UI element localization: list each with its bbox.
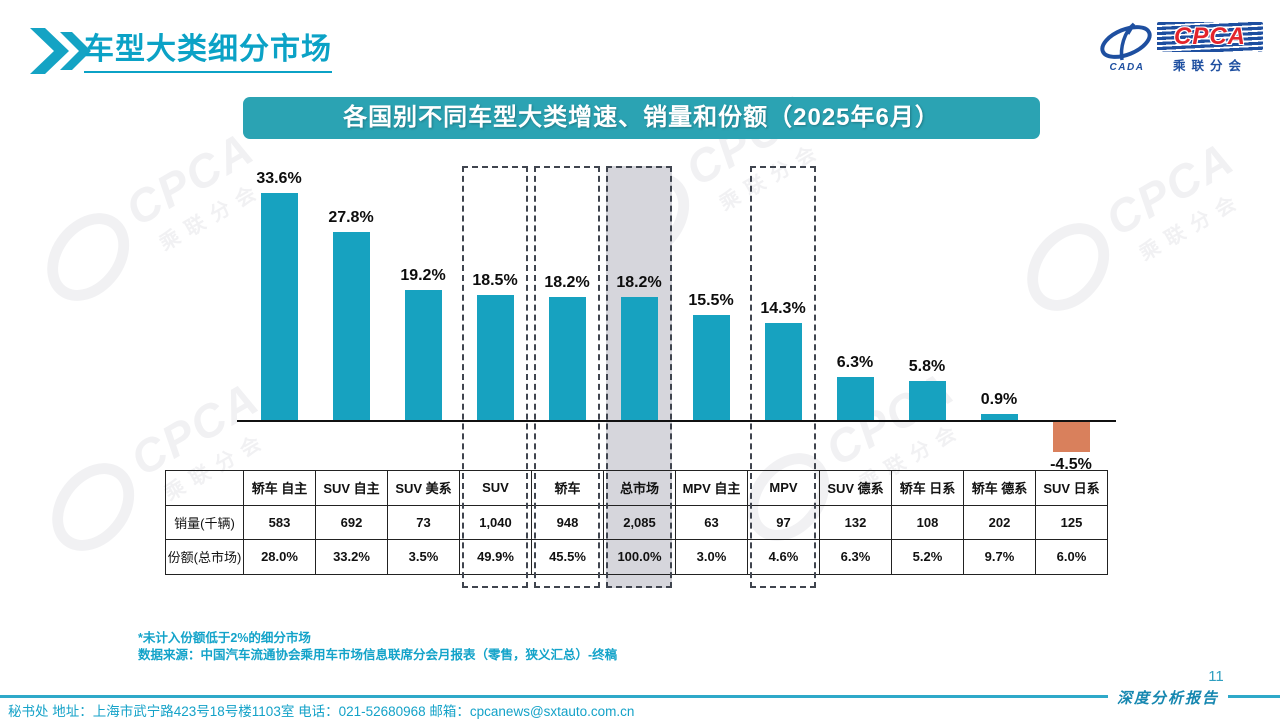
- table-cell: 5.2%: [891, 539, 964, 575]
- watermark-text: CPCA: [116, 121, 263, 236]
- table-header-轿车 自主: 轿车 自主: [243, 470, 316, 506]
- table-cell: 45.5%: [531, 539, 604, 575]
- bar-value-label: 15.5%: [688, 292, 734, 309]
- footer-contact-info: 秘书处 地址：上海市武宁路423号18号楼1103室 电话：021-526809…: [8, 704, 635, 719]
- table-cell: 97: [747, 504, 820, 540]
- bar-MPV 自主: [693, 315, 730, 420]
- bar-value-label: 5.8%: [908, 358, 946, 375]
- table-corner-cell: [165, 470, 244, 506]
- bar-SUV 日系: [1053, 422, 1090, 452]
- bar-MPV: [765, 323, 802, 420]
- table-header-轿车 德系: 轿车 德系: [963, 470, 1036, 506]
- data-table: 轿车 自主 SUV 自主 SUV 美系 SUV 轿车 总市场 MPV 自主 MPV SUV 德系…: [165, 470, 1108, 575]
- bar-value-label: 14.3%: [760, 300, 806, 317]
- watermark-text: CPCA: [1096, 131, 1243, 246]
- bar-SUV 德系: [837, 377, 874, 420]
- footnotes: *未计入份额低于2%的细分市场 数据来源：中国汽车流通协会乘用车市场信息联席分会…: [138, 630, 617, 664]
- table-header-MPV 自主: MPV 自主: [675, 470, 748, 506]
- table-header-SUV 德系: SUV 德系: [819, 470, 892, 506]
- table-cell: 132: [819, 504, 892, 540]
- table-cell: 1,040: [459, 504, 532, 540]
- cpca-oval-watermark-icon: [1010, 206, 1126, 327]
- cpca-oval-watermark-icon: [30, 196, 146, 317]
- table-cell: 6.3%: [819, 539, 892, 575]
- table-header-轿车: 轿车: [531, 470, 604, 506]
- table-cell: 948: [531, 504, 604, 540]
- report-type-label: 深度分析报告: [1108, 687, 1229, 709]
- table-header-总市场: 总市场: [603, 470, 676, 506]
- bar-轿车: [549, 297, 586, 420]
- bar-value-label: 33.6%: [256, 170, 302, 187]
- bar-轿车 自主: [261, 193, 298, 420]
- table-cell: 3.0%: [675, 539, 748, 575]
- bar-value-label: 27.8%: [328, 209, 374, 226]
- table-row: 份额(总市场) 28.0% 33.2% 3.5% 49.9% 45.5% 100.0% 3.0…: [165, 539, 1108, 575]
- svg-text:CADA: CADA: [1110, 62, 1145, 72]
- watermark-subtext: 乘联分会: [716, 138, 828, 216]
- table-cell: 202: [963, 504, 1036, 540]
- watermark-text: CPCA: [121, 371, 268, 486]
- table-cell: 63: [675, 504, 748, 540]
- table-cell: 9.7%: [963, 539, 1036, 575]
- table-cell: 6.0%: [1035, 539, 1108, 575]
- data-source-line: 数据来源：中国汽车流通协会乘用车市场信息联席分会月报表（零售，狭义汇总）-终稿: [138, 648, 618, 662]
- table-row-label: 销量(千辆): [165, 504, 244, 540]
- table-header-MPV: MPV: [747, 470, 820, 506]
- bar-value-label: 0.9%: [980, 391, 1018, 408]
- cpca-oval-watermark-icon: [35, 446, 151, 567]
- cada-emblem-icon: CADA: [1100, 22, 1152, 72]
- table-cell: 49.9%: [459, 539, 532, 575]
- page-number: 11: [1208, 668, 1224, 685]
- cpca-logo-text: CPCA: [1157, 22, 1263, 52]
- footer-divider: [0, 695, 1280, 698]
- bar-总市场: [621, 297, 658, 420]
- table-cell: 108: [891, 504, 964, 540]
- cpca-oval-watermark-icon: [590, 156, 706, 277]
- bar-轿车 日系: [909, 381, 946, 420]
- chart-title-banner: 各国别不同车型大类增速、销量和份额（2025年6月）: [243, 97, 1040, 139]
- table-header-轿车 日系: 轿车 日系: [891, 470, 964, 506]
- bar-value-label: 18.2%: [544, 274, 590, 291]
- cpca-logo: CADA CPCA 乘联分会: [1098, 22, 1263, 74]
- watermark-subtext: 乘联分会: [156, 178, 268, 256]
- bar-value-label: 19.2%: [400, 267, 446, 284]
- watermark-subtext: 乘联分会: [1136, 188, 1248, 266]
- table-cell: 100.0%: [603, 539, 676, 575]
- x-axis-line: [237, 420, 1116, 422]
- table-cell: 4.6%: [747, 539, 820, 575]
- header: 车型大类细分市场 CADA CPCA 乘联分会: [0, 0, 1280, 90]
- watermark-text: CPCA: [816, 361, 963, 476]
- page-title: 车型大类细分市场: [84, 24, 332, 73]
- bar-value-label: 6.3%: [836, 354, 874, 371]
- table-header-SUV: SUV: [459, 470, 532, 506]
- table-cell: 2,085: [603, 504, 676, 540]
- bar-value-label: 18.2%: [616, 274, 662, 291]
- cpca-logo-cn-text: 乘联分会: [1172, 59, 1247, 73]
- bar-value-label: 18.5%: [472, 272, 518, 289]
- table-header-SUV 美系: SUV 美系: [387, 470, 460, 506]
- bar-SUV 美系: [405, 290, 442, 420]
- table-header-SUV 日系: SUV 日系: [1035, 470, 1108, 506]
- bar-SUV 自主: [333, 232, 370, 420]
- table-row-label: 份额(总市场): [165, 539, 244, 575]
- table-cell: 583: [243, 504, 316, 540]
- table-cell: 125: [1035, 504, 1108, 540]
- table-row: 销量(千辆) 583 692 73 1,040 948 2,085 63 97 132 108 202…: [165, 504, 1108, 540]
- bar-SUV: [477, 295, 514, 420]
- double-chevron-icon: [30, 28, 91, 74]
- table-cell: 28.0%: [243, 539, 316, 575]
- table-cell: 3.5%: [387, 539, 460, 575]
- table-cell: 692: [315, 504, 388, 540]
- table-cell: 73: [387, 504, 460, 540]
- footnote-line: *未计入份额低于2%的细分市场: [138, 631, 311, 645]
- bar-轿车 德系: [981, 414, 1018, 420]
- table-header-SUV 自主: SUV 自主: [315, 470, 388, 506]
- table-cell: 33.2%: [315, 539, 388, 575]
